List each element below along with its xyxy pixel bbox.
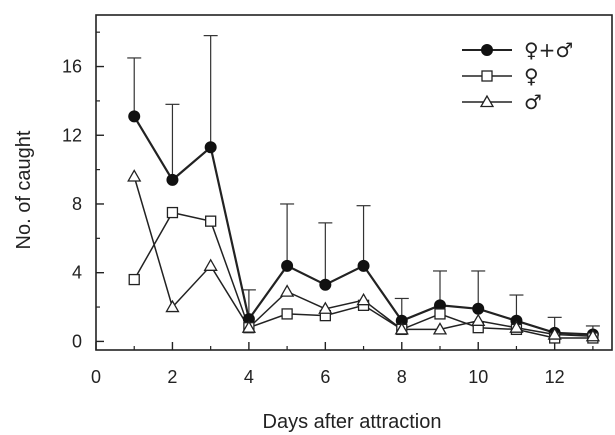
data-point-series-1 (357, 259, 370, 272)
data-point-series-1 (128, 110, 141, 123)
y-tick-label: 4 (72, 263, 82, 283)
legend-marker-2 (481, 70, 493, 82)
data-point-series-3 (279, 284, 295, 297)
data-point-series-1 (166, 173, 179, 186)
y-tick-label: 8 (72, 194, 82, 214)
legend-label-1: ♀+♂ (524, 38, 573, 62)
data-point-series-1 (204, 141, 217, 154)
x-tick-label: 2 (167, 367, 177, 387)
data-point-series-3 (471, 313, 486, 326)
data-point-series-3 (241, 320, 257, 333)
y-tick-label: 12 (62, 125, 82, 145)
series-markers (127, 110, 601, 344)
data-point-series-2 (281, 308, 293, 320)
x-tick-label: 6 (320, 367, 330, 387)
y-tick-label: 16 (62, 57, 82, 77)
legend-marker-3 (479, 94, 495, 108)
data-point-series-2 (128, 273, 140, 286)
data-point-series-2 (166, 206, 179, 219)
data-point-series-3 (547, 327, 562, 340)
x-tick-label: 4 (244, 367, 254, 387)
data-point-series-3 (127, 169, 142, 182)
data-point-series-3 (432, 322, 448, 335)
data-point-series-2 (205, 215, 217, 227)
x-tick-label: 0 (91, 367, 101, 387)
x-tick-label: 8 (397, 367, 407, 387)
data-point-series-3 (165, 299, 180, 313)
x-tick-label: 12 (545, 367, 565, 387)
legend-marker-1 (481, 44, 493, 56)
plot-axes: 0 2 4 6 8 10 12 0 4 8 12 16 (62, 14, 613, 387)
data-point-series-3 (585, 328, 601, 342)
data-point-series-3 (318, 301, 333, 314)
data-point-series-3 (509, 320, 524, 333)
data-point-series-2 (434, 308, 446, 320)
data-point-series-3 (203, 258, 218, 271)
data-point-series-3 (394, 322, 409, 335)
legend-label-3: ♂ (524, 90, 542, 114)
legend-label-2: ♀ (524, 64, 539, 88)
x-tick-label: 10 (468, 367, 488, 387)
legend: ♀+♂♀♂ (462, 38, 573, 114)
plot-frame (95, 14, 613, 351)
data-point-series-3 (356, 292, 371, 306)
data-point-series-1 (281, 259, 294, 272)
data-point-series-1 (472, 302, 485, 315)
y-tick-label: 0 (72, 331, 82, 351)
x-axis-label: Days after attraction (263, 411, 442, 433)
data-point-series-1 (319, 278, 332, 291)
y-axis-label: No. of caught (13, 130, 35, 249)
